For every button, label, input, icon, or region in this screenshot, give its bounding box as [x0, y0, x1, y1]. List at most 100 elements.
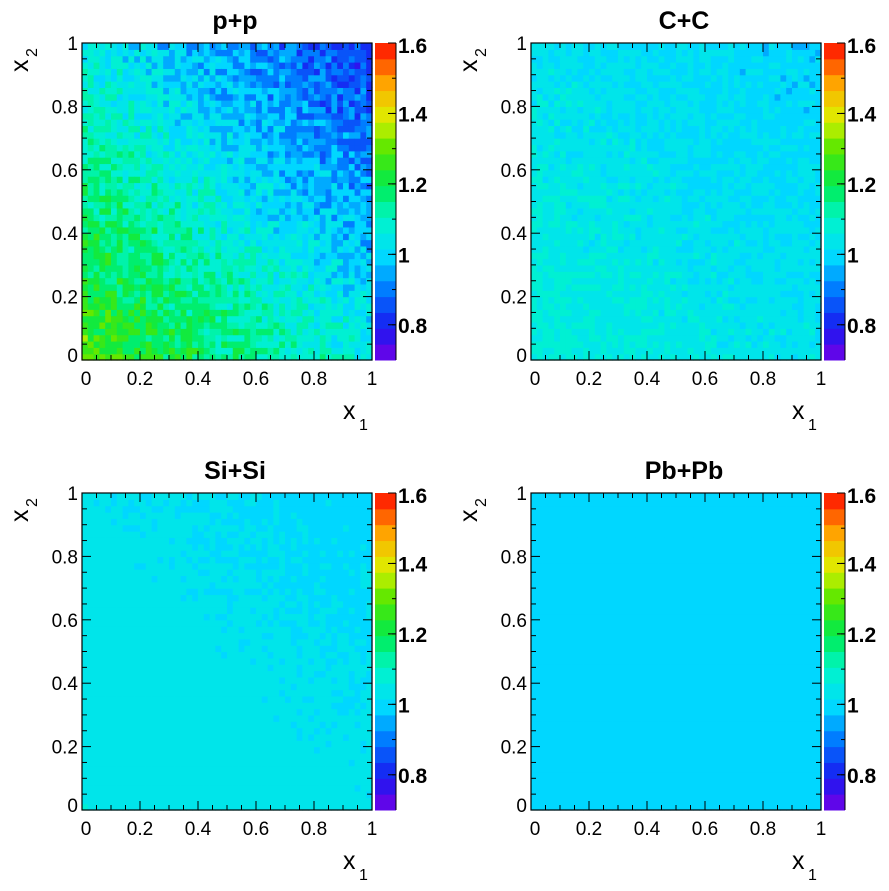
- heatmap-cell: [647, 283, 654, 291]
- heatmap-cell: [676, 182, 683, 190]
- heatmap-cell: [797, 188, 805, 196]
- heatmap-cell: [681, 163, 689, 171]
- heatmap-cell: [244, 226, 251, 234]
- heatmap-cell: [728, 68, 735, 76]
- heatmap-cell: [174, 207, 182, 215]
- heatmap-cell: [629, 163, 636, 171]
- heatmap-cell: [244, 125, 251, 133]
- heatmap-cell: [774, 290, 781, 298]
- heatmap-cell: [308, 258, 315, 266]
- heatmap-cell: [635, 201, 642, 209]
- heatmap-cell: [676, 264, 683, 272]
- heatmap-cell: [710, 264, 718, 272]
- heatmap-cell: [87, 264, 95, 272]
- heatmap-cell: [256, 81, 263, 88]
- heatmap-cell: [623, 176, 631, 184]
- heatmap-cell: [652, 239, 660, 247]
- heatmap-cell: [227, 157, 234, 165]
- heatmap-cell: [693, 43, 700, 50]
- heatmap-cell: [687, 315, 694, 323]
- heatmap-cell: [768, 87, 776, 95]
- heatmap-cell: [273, 347, 280, 355]
- heatmap-cell: [734, 334, 741, 342]
- heatmap-cell: [618, 334, 625, 342]
- heatmap-cell: [145, 43, 153, 50]
- heatmap-cell: [308, 62, 315, 69]
- heatmap-cell: [314, 334, 321, 342]
- heatmap-cell: [571, 157, 578, 165]
- heatmap-cell: [203, 207, 211, 215]
- heatmap-cell: [337, 74, 344, 82]
- heatmap-cell: [157, 138, 164, 146]
- heatmap-cell: [122, 188, 129, 196]
- heatmap-cell: [536, 182, 544, 190]
- heatmap-cell: [227, 220, 234, 228]
- heatmap-cell: [319, 138, 327, 146]
- colorbar-segment: [375, 169, 396, 187]
- heatmap-cell: [279, 74, 286, 82]
- heatmap-cell: [163, 290, 170, 298]
- heatmap-cell: [302, 163, 309, 171]
- heatmap-cell: [583, 131, 590, 139]
- heatmap-cell: [221, 195, 228, 203]
- heatmap-cell: [227, 169, 234, 177]
- heatmap-cell: [606, 226, 613, 234]
- heatmap-cell: [589, 68, 596, 76]
- heatmap-cell: [652, 176, 660, 184]
- heatmap-cell: [571, 62, 578, 69]
- heatmap-cell: [635, 176, 642, 184]
- heatmap-cell: [244, 81, 251, 88]
- heatmap-cell: [681, 207, 689, 215]
- heatmap-cell: [116, 176, 124, 184]
- heatmap-cell: [554, 340, 561, 348]
- heatmap-cell: [296, 201, 303, 209]
- heatmap-cell: [285, 239, 292, 247]
- heatmap-cell: [705, 315, 712, 323]
- heatmap-cell: [314, 144, 321, 152]
- heatmap-cell: [267, 277, 274, 285]
- heatmap-cell: [739, 87, 747, 95]
- heatmap-cell: [354, 321, 361, 329]
- heatmap-cell: [93, 334, 100, 342]
- heatmap-cell: [314, 157, 321, 165]
- heatmap-cell: [734, 93, 741, 101]
- heatmap-cell: [279, 144, 286, 152]
- heatmap-cell: [600, 252, 607, 260]
- heatmap-cell: [658, 49, 665, 57]
- heatmap-cell: [348, 55, 356, 63]
- heatmap-cell: [658, 258, 665, 266]
- heatmap-cell: [250, 258, 257, 266]
- heatmap-cell: [302, 182, 309, 190]
- heatmap-cell: [652, 68, 660, 76]
- heatmap-cell: [111, 283, 118, 291]
- heatmap-cell: [716, 321, 723, 329]
- heatmap-cell: [676, 62, 683, 69]
- heatmap-cell: [739, 328, 747, 336]
- heatmap-cell: [354, 334, 361, 342]
- heatmap-cell: [192, 138, 199, 146]
- heatmap-cell: [722, 245, 729, 253]
- heatmap-cell: [354, 144, 361, 152]
- heatmap-cell: [635, 188, 642, 196]
- heatmap-cell: [203, 195, 211, 203]
- heatmap-cell: [151, 214, 158, 222]
- heatmap-cell: [641, 321, 648, 329]
- heatmap-cell: [658, 226, 665, 234]
- heatmap-cell: [290, 81, 298, 88]
- heatmap-cell: [209, 309, 216, 317]
- heatmap-cell: [536, 258, 544, 266]
- heatmap-cell: [664, 258, 671, 266]
- x-tick-label: 0.2: [127, 369, 153, 390]
- heatmap-cell: [174, 347, 182, 355]
- heatmap-cell: [232, 195, 240, 203]
- heatmap-cell: [273, 277, 280, 285]
- heatmap-cell: [635, 245, 642, 253]
- heatmap-cell: [780, 195, 787, 203]
- heatmap-cell: [792, 119, 799, 127]
- heatmap-cell: [145, 226, 153, 234]
- heatmap-cell: [786, 220, 793, 228]
- heatmap-cell: [792, 353, 799, 361]
- heatmap-cell: [279, 62, 286, 69]
- heatmap-cell: [267, 302, 274, 310]
- heatmap-cell: [768, 309, 776, 317]
